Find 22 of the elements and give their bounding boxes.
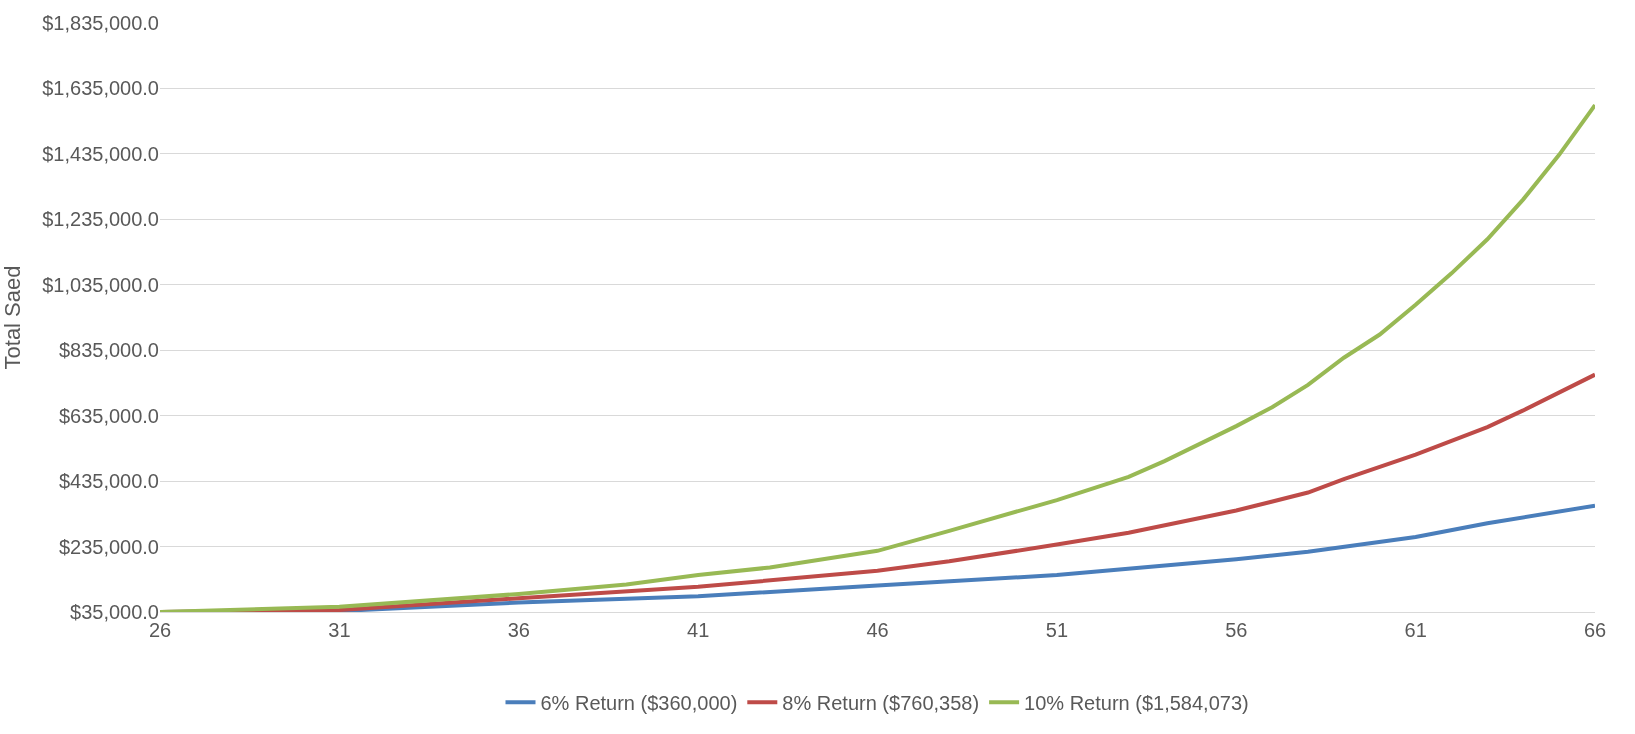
y-tick-label: $235,000.0 — [58, 535, 159, 558]
y-tick-label: $1,035,000.0 — [42, 273, 159, 296]
x-tick-label: 36 — [507, 619, 530, 641]
y-tick-label: $1,235,000.0 — [42, 208, 159, 231]
legend-label: 8% Return ($760,358) — [782, 691, 980, 714]
y-axis-title: Total Saed — [0, 265, 26, 370]
x-tick-label: 41 — [687, 619, 710, 641]
y-tick-label: $1,435,000.0 — [42, 142, 159, 165]
x-tick-label: 56 — [1225, 619, 1248, 641]
x-tick-label: 61 — [1404, 619, 1427, 641]
x-tick-label: 66 — [1583, 619, 1607, 641]
y-tick-label: $1,835,000.0 — [42, 12, 159, 34]
y-tick-label: $635,000.0 — [58, 404, 159, 427]
x-tick-label: 51 — [1045, 619, 1069, 641]
line-series — [160, 103, 1595, 612]
y-tick-label: $435,000.0 — [58, 470, 159, 493]
y-tick-label: $1,635,000.0 — [42, 77, 159, 100]
legend-label: 10% Return ($1,584,073) — [1024, 691, 1249, 714]
legend-label: 6% Return ($360,000) — [540, 691, 738, 714]
y-tick-label: $835,000.0 — [58, 339, 159, 362]
x-tick-label: 46 — [866, 619, 889, 641]
x-tick-label: 31 — [328, 619, 351, 641]
